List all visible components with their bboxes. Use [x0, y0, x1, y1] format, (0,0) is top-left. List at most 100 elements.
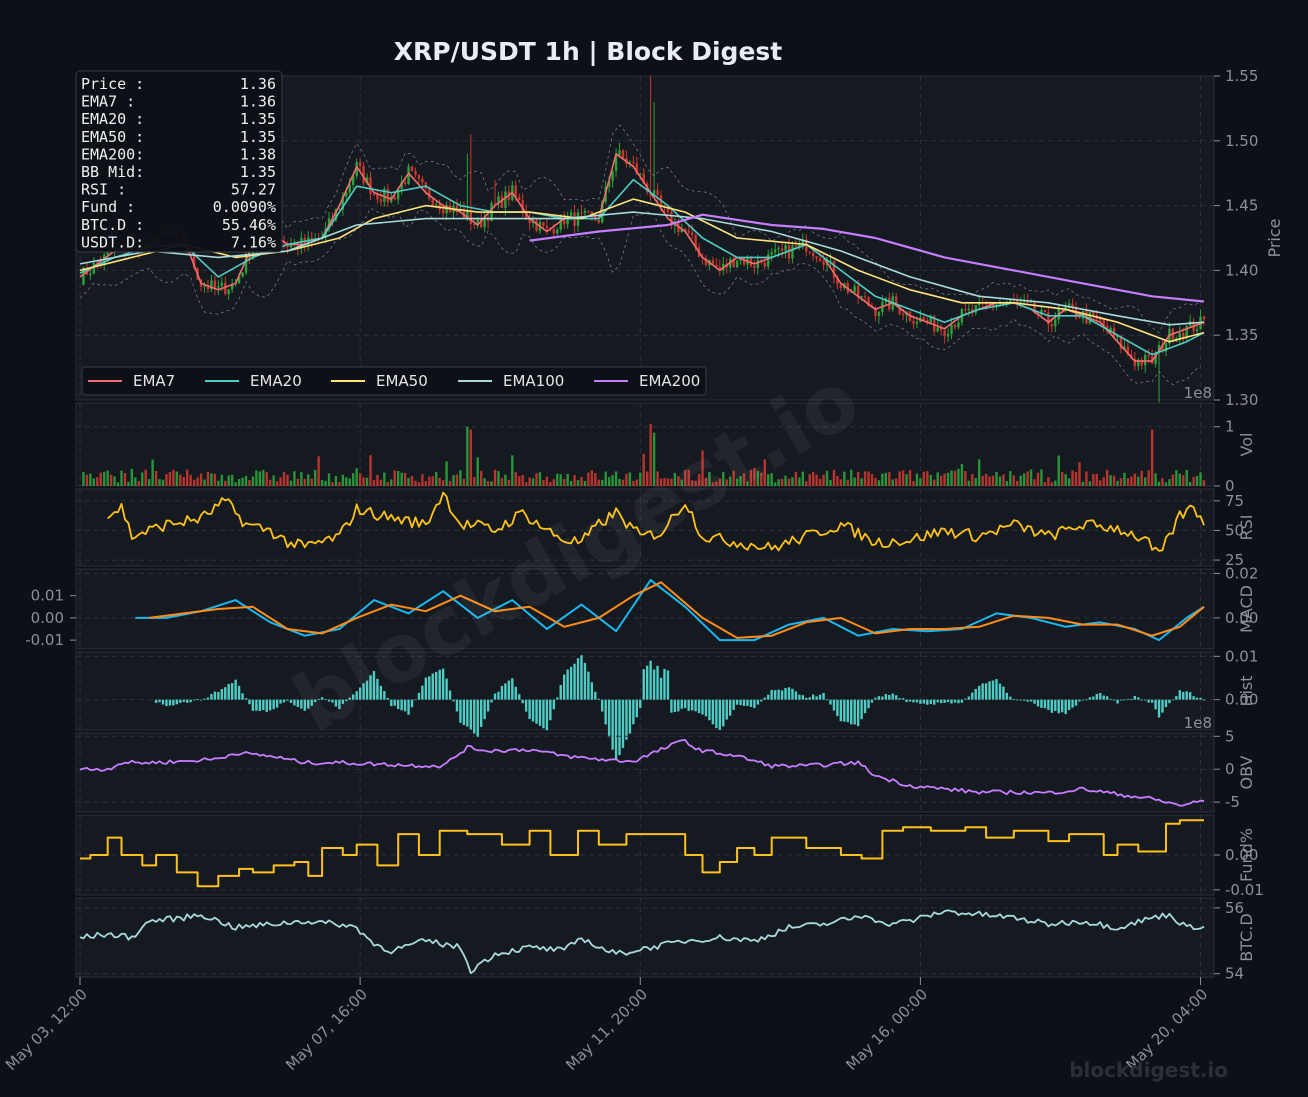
hist-bar — [867, 699, 870, 709]
volume-bar — [853, 477, 856, 486]
volume-bar — [843, 471, 846, 486]
volume-bar — [798, 477, 801, 486]
hist-bar — [673, 699, 677, 713]
volume-bar — [1123, 472, 1126, 486]
volume-bar — [396, 470, 400, 486]
volume-bar — [1126, 478, 1130, 486]
hist-bar — [203, 698, 206, 700]
volume-bar — [1085, 471, 1088, 486]
hist-bar — [632, 699, 635, 725]
volume-bar — [473, 476, 476, 486]
hist-bar — [313, 699, 317, 703]
hist-bar — [805, 697, 808, 700]
candle-body — [1195, 329, 1199, 332]
volume-bar — [455, 474, 459, 486]
rsi-axis: 25 50 75 — [76, 492, 1244, 569]
x-axis: May 03, 12:00 May 07, 16:00 May 11, 20:00 M… — [2, 977, 1211, 1074]
candle-body — [403, 182, 407, 185]
candle-body — [1140, 359, 1143, 366]
hist-bar — [272, 699, 275, 710]
volume-bar — [801, 471, 805, 486]
volume-bar — [825, 470, 829, 486]
volume-bar — [607, 477, 611, 486]
hist-bar — [566, 669, 569, 700]
hist-bar — [1078, 699, 1081, 702]
hist-bar — [957, 699, 960, 704]
candle-body — [334, 208, 338, 221]
hist-bar — [511, 678, 514, 700]
macd-y-tick-label: 0.02 — [1225, 564, 1258, 582]
candle-body — [1171, 328, 1175, 342]
candle-body — [912, 320, 915, 324]
volume-bar — [953, 470, 957, 486]
hist-bar — [818, 694, 822, 700]
hist-bar — [445, 678, 448, 700]
candle-body — [964, 309, 967, 311]
panel-hist — [75, 651, 1215, 731]
volume-bar — [1161, 478, 1164, 486]
hist-bar — [1026, 699, 1029, 702]
hist-bar — [262, 699, 265, 710]
volume-bar — [877, 480, 881, 486]
candle-body — [822, 261, 825, 266]
hist-bar — [161, 699, 165, 705]
volume-bar — [493, 469, 497, 486]
hist-bar — [376, 678, 379, 700]
volume-bar — [694, 480, 697, 486]
volume-bar — [1147, 470, 1150, 486]
candle-body — [811, 252, 815, 257]
volume-bar — [753, 467, 756, 486]
volume-bar — [728, 476, 732, 486]
volume-bar — [780, 478, 784, 486]
volume-bar — [808, 474, 811, 486]
candle-body — [815, 256, 818, 259]
candle-body — [289, 243, 293, 248]
volume-bar — [566, 473, 569, 486]
candle-body — [220, 282, 223, 287]
volume-bar — [1178, 473, 1181, 486]
hist-bar — [393, 699, 396, 706]
hist-bar — [905, 699, 908, 703]
candle-body — [1099, 318, 1102, 320]
rsi-y-tick-label: 25 — [1225, 551, 1244, 569]
hist-bar — [836, 699, 839, 717]
info-value: 1.38 — [240, 145, 276, 163]
volume-bar — [874, 477, 877, 486]
volume-bar — [573, 475, 576, 486]
candle-body — [656, 190, 659, 196]
volume-bar — [524, 482, 528, 486]
volume-bar — [805, 481, 808, 486]
volume-bar — [1040, 469, 1043, 486]
candle-body — [632, 162, 635, 164]
hist-bar — [459, 699, 462, 723]
candle-body — [1123, 346, 1126, 350]
candle-body — [230, 283, 234, 290]
hist-bar — [995, 679, 998, 700]
candle-body — [348, 184, 351, 193]
info-label: BTC.D : — [81, 216, 144, 234]
volume-y-tick-label: 0 — [1225, 477, 1235, 495]
candle-body — [352, 176, 355, 185]
volume-bar — [452, 475, 455, 486]
volume-bar — [618, 478, 621, 486]
volume-bar — [991, 475, 995, 486]
candle-body — [1067, 303, 1071, 306]
hist-bar — [210, 694, 213, 700]
candle-body — [818, 258, 822, 262]
hist-bar — [611, 699, 614, 750]
candle-body — [1133, 358, 1137, 366]
panel-macd — [75, 568, 1215, 650]
hist-bar — [1154, 699, 1157, 710]
candle-body — [805, 239, 808, 252]
candle-body — [1009, 299, 1012, 302]
volume-bar — [182, 476, 185, 486]
volume-bar — [1022, 473, 1026, 486]
candle-body — [1081, 311, 1085, 319]
hist-bar — [182, 699, 185, 702]
volume-bar — [1057, 455, 1060, 486]
volume-bar — [1043, 482, 1047, 486]
volume-bar — [815, 474, 818, 486]
candle-body — [1102, 318, 1105, 326]
candle-body — [569, 212, 573, 216]
candle-body — [742, 258, 746, 265]
